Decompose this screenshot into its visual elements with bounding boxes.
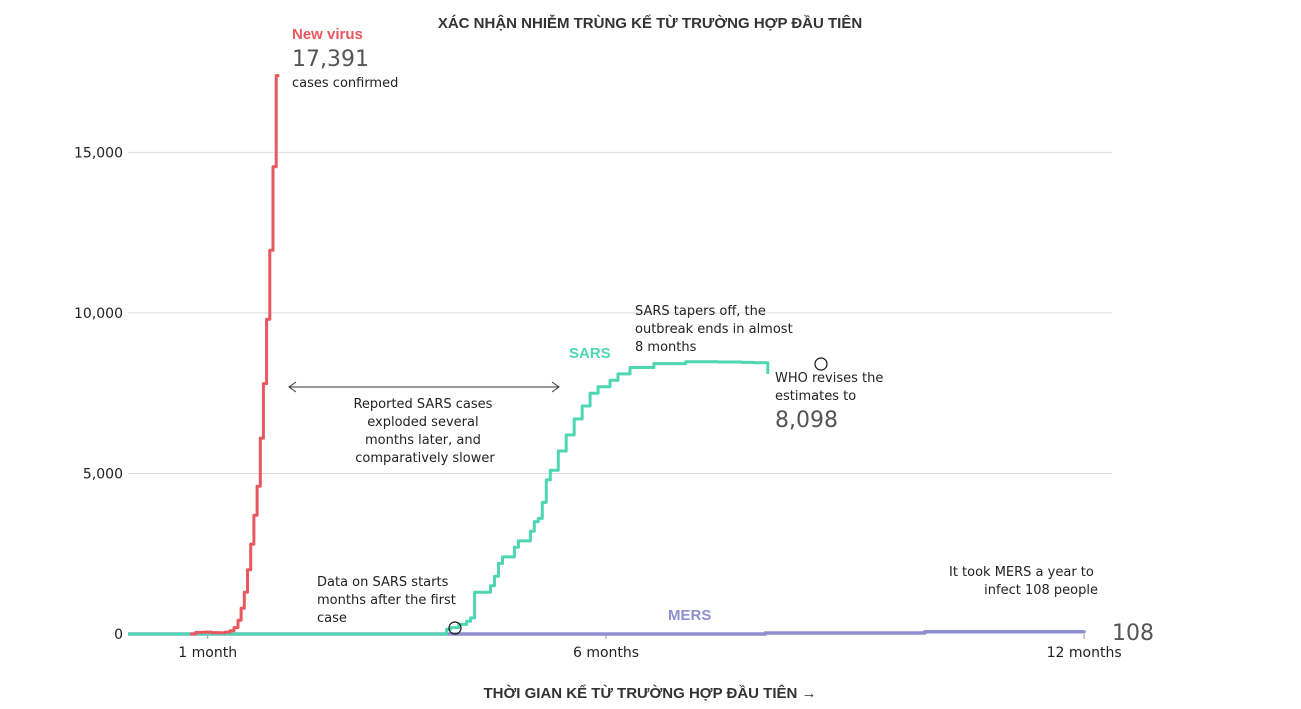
series-label-new-virus: New virus [292,26,363,43]
series-label-sars: SARS [569,345,611,362]
new-virus-caption: cases confirmed [292,76,398,91]
x-axis-title: THỜI GIAN KỂ TỪ TRƯỜNG HỢP ĐẦU TIÊN → [483,684,816,702]
mers-total: 108 [1112,621,1154,646]
range-arrow [288,381,560,393]
x-tick-label: 6 months [573,645,639,661]
annotation-sars-data-start: Data on SARS starts months after the fir… [317,575,460,626]
y-tick-label: 0 [114,627,123,643]
annotation-sars-tapers: SARS tapers off, the outbreak ends in al… [635,304,797,355]
sars-start-marker [448,621,462,635]
y-tick-label: 15,000 [74,145,123,161]
gridlines [128,151,1112,474]
series-lines [128,74,1086,636]
y-axis: 0 5,000 10,000 15,000 [74,145,123,643]
series-line-new-virus [190,74,280,636]
who-revised-value: 8,098 [775,408,838,433]
series-label-mers: MERS [668,607,711,624]
annotation-who-revision: WHO revises the estimates to [775,371,888,404]
annotation-sars-exploded: Reported SARS cases exploded several mon… [353,397,496,466]
y-tick-label: 5,000 [83,466,123,482]
series-line-sars [128,360,770,636]
y-tick-label: 10,000 [74,306,123,322]
x-tick-label: 1 month [178,645,237,661]
new-virus-total: 17,391 [292,47,369,72]
series-line-mers [128,630,1086,636]
annotation-mers-year: It took MERS a year to infect 108 people [949,565,1098,598]
x-tick-label: 12 months [1047,645,1122,661]
x-axis: 1 month 6 months 12 months [178,634,1122,661]
chart-title: XÁC NHẬN NHIỄM TRÙNG KỂ TỪ TRƯỜNG HỢP ĐẦ… [438,14,862,32]
who-revision-marker [814,357,828,371]
